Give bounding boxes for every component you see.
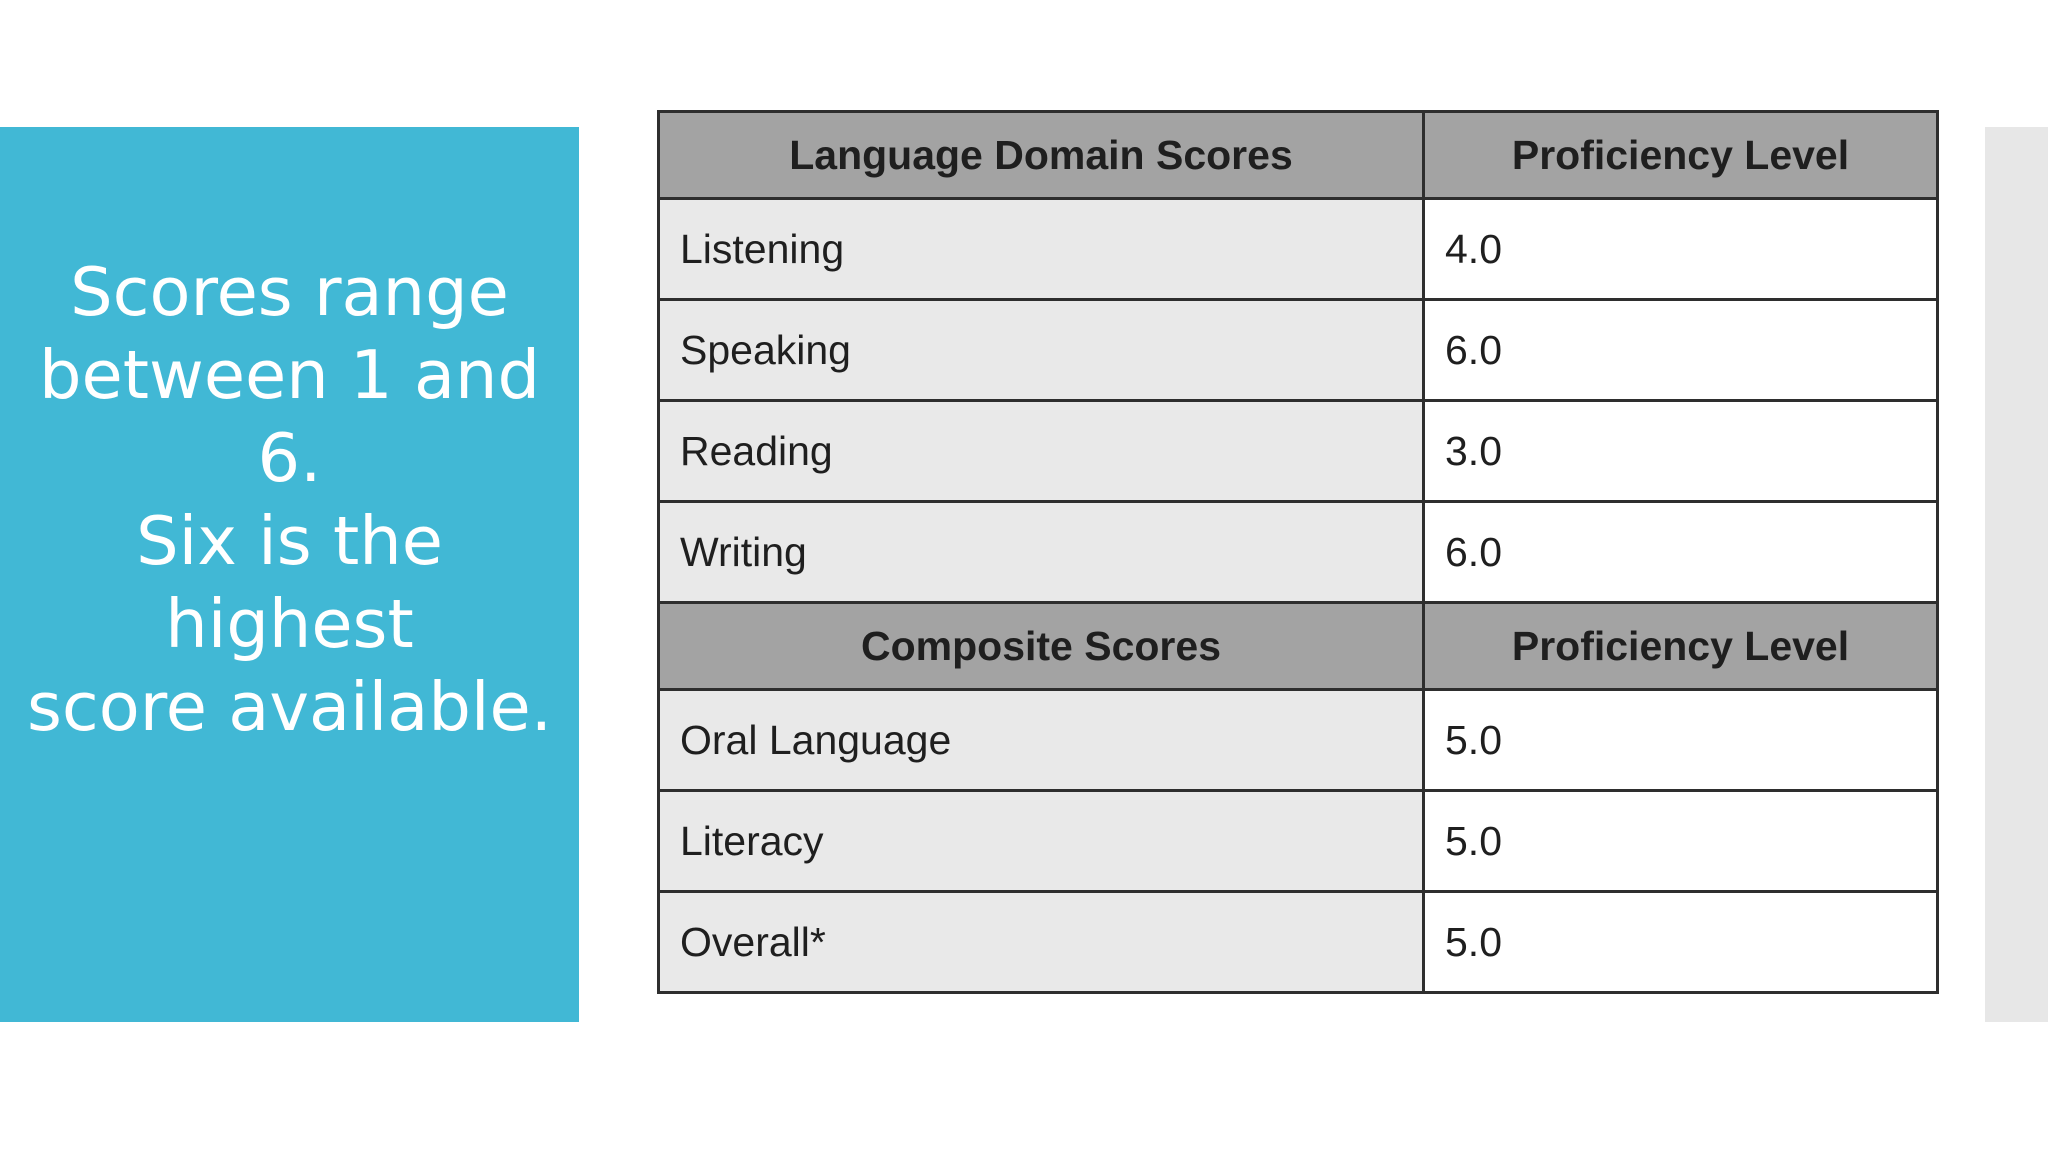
row-label: Writing [657,500,1425,604]
side-panel-text: Scores range between 1 and 6. Six is the… [5,251,574,749]
header-cell-domain: Language Domain Scores [657,110,1425,200]
row-label: Speaking [657,298,1425,402]
row-value: 5.0 [1422,688,1939,792]
row-label: Listening [657,197,1425,301]
side-text-line: Scores range [70,252,509,331]
table-header-row: Composite Scores Proficiency Level [657,601,1939,691]
table-row: Literacy 5.0 [657,789,1939,893]
table-row: Speaking 6.0 [657,298,1939,402]
table-row: Reading 3.0 [657,399,1939,503]
row-label: Oral Language [657,688,1425,792]
table-row: Writing 6.0 [657,500,1939,604]
header-cell-proficiency: Proficiency Level [1422,110,1939,200]
side-panel: Scores range between 1 and 6. Six is the… [0,127,579,1022]
table-row: Oral Language 5.0 [657,688,1939,792]
right-edge-strip [1985,127,2048,1022]
row-label: Literacy [657,789,1425,893]
side-text-line: between 1 and 6. [39,335,540,497]
table-row: Overall* 5.0 [657,890,1939,994]
row-value: 6.0 [1422,500,1939,604]
side-text-line: score available. [26,667,553,746]
header-cell-composite: Composite Scores [657,601,1425,691]
row-value: 3.0 [1422,399,1939,503]
row-value: 5.0 [1422,789,1939,893]
table-header-row: Language Domain Scores Proficiency Level [657,110,1939,200]
row-value: 6.0 [1422,298,1939,402]
header-cell-proficiency: Proficiency Level [1422,601,1939,691]
side-text-line: Six is the highest [136,501,443,663]
score-table: Language Domain Scores Proficiency Level… [657,110,1939,994]
table-row: Listening 4.0 [657,197,1939,301]
row-value: 5.0 [1422,890,1939,994]
row-label: Overall* [657,890,1425,994]
row-label: Reading [657,399,1425,503]
row-value: 4.0 [1422,197,1939,301]
